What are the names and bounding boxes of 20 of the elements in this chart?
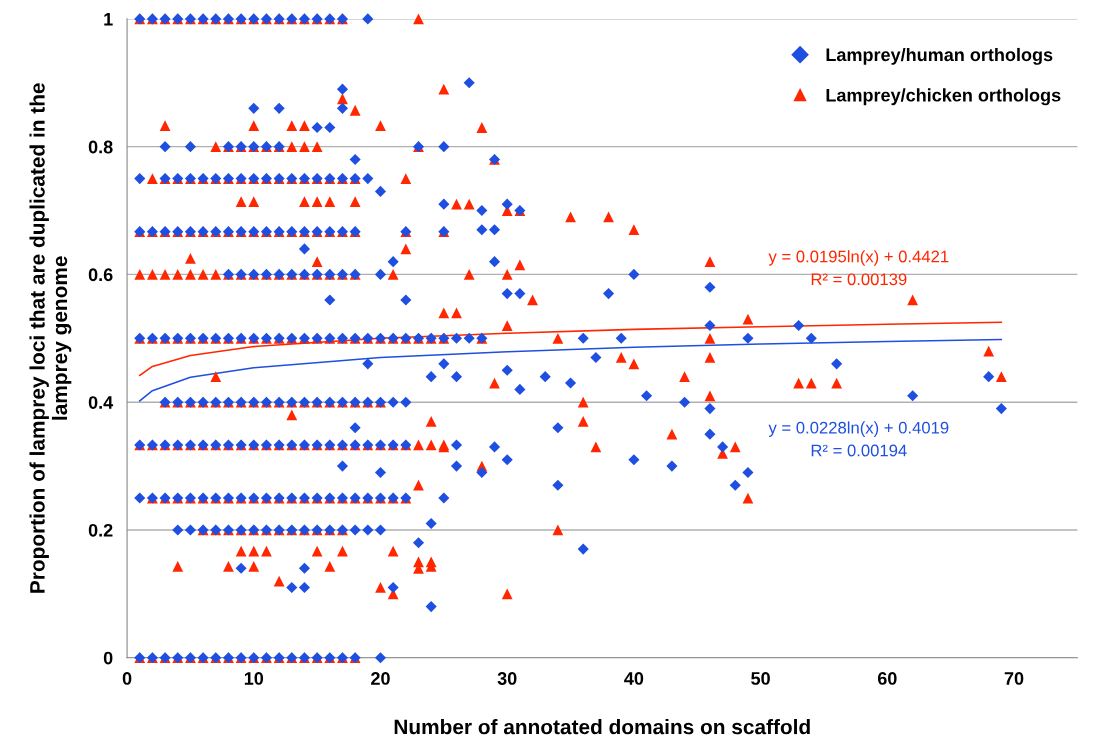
y-tick-label: 0.6: [88, 268, 113, 282]
x-tick-label: 60: [877, 672, 897, 685]
y-tick-label: 0.8: [88, 140, 113, 154]
legend-label: Lamprey/chicken orthologs: [826, 88, 1061, 106]
annotation: y = 0.0195ln(x) + 0.4421 R² = 0.00139: [768, 250, 949, 286]
x-tick-label: 30: [497, 672, 517, 685]
x-tick-label: 20: [371, 672, 390, 685]
y-axis-title: Proportion of lamprey loci that are duplicated in the lamprey genome: [29, 83, 72, 593]
x-tick-label: 70: [1004, 672, 1024, 685]
y-tick-label: 1: [104, 13, 113, 26]
y-tick-label: 0.4: [88, 396, 114, 409]
y-tick-label: 0: [103, 651, 113, 665]
legend-label: Lamprey/human orthologs: [826, 47, 1053, 65]
x-tick-label: 50: [751, 672, 770, 685]
x-tick-label: 0: [122, 672, 132, 685]
x-axis-title: Number of annotated domains on scaffold: [394, 719, 810, 735]
y-tick-label: 0.2: [88, 523, 113, 537]
x-tick-label: 40: [624, 672, 644, 685]
annotation: y = 0.0228ln(x) + 0.4019 R² = 0.00194: [768, 421, 949, 457]
x-tick-label: 10: [244, 672, 264, 685]
